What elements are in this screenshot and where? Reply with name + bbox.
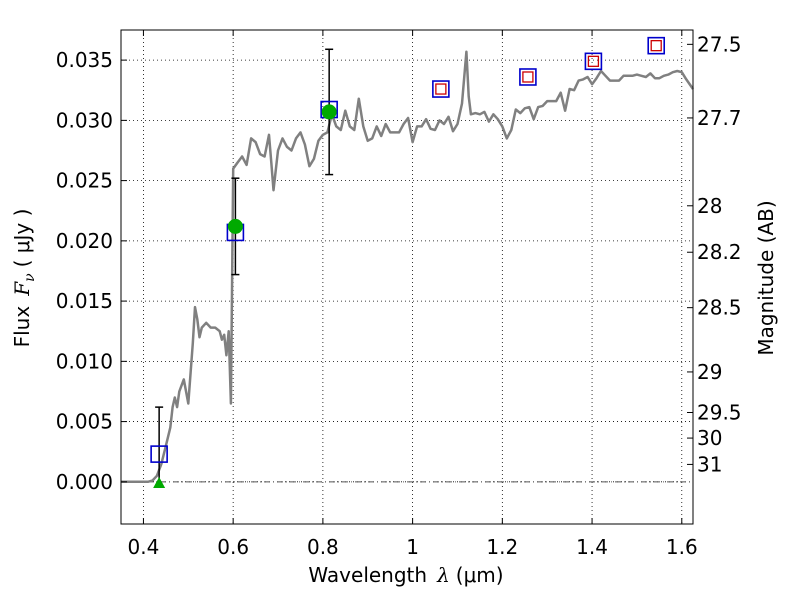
model-photometry-inner-0	[435, 83, 447, 95]
model-photometry-inner-3	[650, 40, 662, 52]
mag-tick-label-6: 29.5	[697, 400, 742, 424]
model-photometry-box-3	[432, 80, 450, 98]
data-markers	[150, 36, 666, 489]
upper-limit-errorbar-0	[155, 406, 164, 484]
upper-limit-triangle-0	[153, 477, 166, 489]
observed-flux-point-0	[227, 218, 243, 234]
x-tick-label-2: 0.8	[307, 535, 339, 559]
x-tick-label-4: 1.2	[486, 535, 518, 559]
x-tick-labels: 0.4 0.6 0.8 1 1.2 1.4 1.6	[128, 535, 698, 559]
x-tick-label-5: 1.4	[576, 535, 608, 559]
model-photometry-box-6	[647, 36, 666, 55]
y-tick-label-4: 0.020	[56, 229, 113, 253]
y-tick-label-5: 0.025	[56, 169, 113, 193]
y-tick-label-7: 0.035	[56, 48, 113, 72]
model-photometry-box-4	[519, 68, 537, 86]
model-photometry-box-0	[150, 445, 168, 463]
y-tick-label-3: 0.015	[56, 289, 113, 313]
x-tick-label-3: 1	[406, 535, 419, 559]
mag-tick-label-4: 28.5	[697, 296, 742, 320]
x-axis-label: Wavelength λ (μm)	[308, 563, 503, 587]
y2-axis-label: Magnitude (AB)	[754, 200, 778, 355]
mag-tick-label-8: 31	[697, 452, 722, 476]
grid-lines	[121, 30, 693, 524]
mag-tick-label-0: 27.5	[697, 32, 742, 56]
x-tick-label-6: 1.6	[666, 535, 698, 559]
x-tick-label-1: 0.6	[217, 535, 249, 559]
observed-flux-point-1	[321, 104, 337, 120]
y-tick-labels: 0.000 0.005 0.010 0.015 0.020 0.025 0.030 0.035	[56, 48, 113, 494]
model-photometry-box-5	[584, 52, 603, 71]
y-tick-label-6: 0.030	[56, 108, 113, 132]
y-tick-label-1: 0.005	[56, 410, 113, 434]
spectrum-line	[121, 50, 695, 484]
mag-tick-label-1: 27.7	[697, 106, 742, 130]
model-photometry-inner-2	[587, 55, 600, 67]
mag-tick-label-5: 29	[697, 360, 722, 384]
mag-tick-label-7: 30	[697, 426, 722, 450]
y-axis-label: FluxFν( μJy )	[10, 209, 38, 348]
mag-tick-label-3: 28.2	[697, 240, 742, 264]
model-photometry-inner-1	[522, 71, 534, 83]
y-tick-label-2: 0.010	[56, 349, 113, 373]
plot-frame	[120, 29, 694, 525]
mag-tick-label-2: 28	[697, 194, 722, 218]
y-tick-label-0: 0.000	[56, 470, 113, 494]
axis-ticks	[121, 30, 693, 524]
x-tick-label-0: 0.4	[128, 535, 160, 559]
